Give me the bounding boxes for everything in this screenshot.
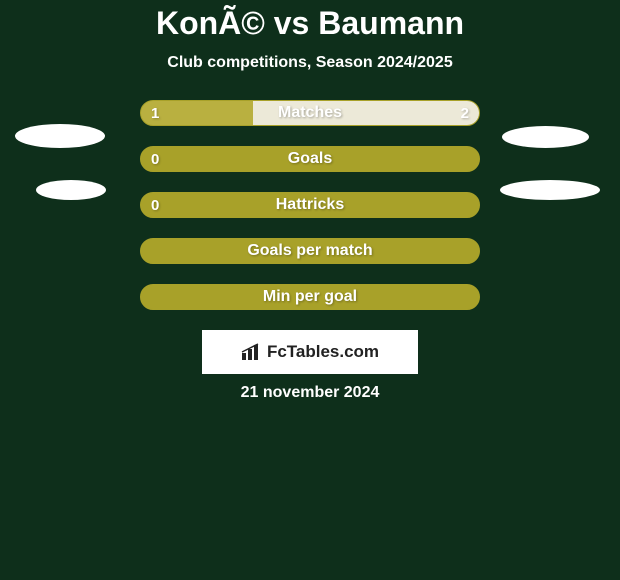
decorative-ellipse (36, 180, 106, 200)
bar: Hattricks0 (140, 192, 480, 218)
logo-content: FcTables.com (241, 342, 379, 362)
bar-label: Goals per match (141, 239, 479, 263)
logo-box: FcTables.com (202, 330, 418, 374)
logo-text: FcTables.com (267, 342, 379, 362)
subtitle: Club competitions, Season 2024/2025 (0, 54, 620, 72)
bar: Goals per match (140, 238, 480, 264)
value-left: 0 (151, 147, 159, 171)
bars-icon (241, 343, 263, 361)
value-right: 2 (461, 101, 469, 125)
value-left: 1 (151, 101, 159, 125)
date-line: 21 november 2024 (0, 384, 620, 402)
stat-row: Goals per match (0, 238, 620, 264)
decorative-ellipse (15, 124, 105, 148)
bar-label: Matches (141, 101, 479, 125)
bar: Matches1 2 (140, 100, 480, 126)
stat-row: Min per goal (0, 284, 620, 310)
decorative-ellipse (500, 180, 600, 200)
bar: Min per goal (140, 284, 480, 310)
bar-label: Goals (141, 147, 479, 171)
bar: Goals0 (140, 146, 480, 172)
stat-row: Matches1 2 (0, 100, 620, 126)
stats-comparison-card: KonÃ© vs Baumann Club competitions, Seas… (0, 0, 620, 580)
value-left: 0 (151, 193, 159, 217)
page-title: KonÃ© vs Baumann (0, 5, 620, 42)
bar-label: Hattricks (141, 193, 479, 217)
stat-row: Goals0 (0, 146, 620, 172)
decorative-ellipse (502, 126, 589, 148)
bar-label: Min per goal (141, 285, 479, 309)
